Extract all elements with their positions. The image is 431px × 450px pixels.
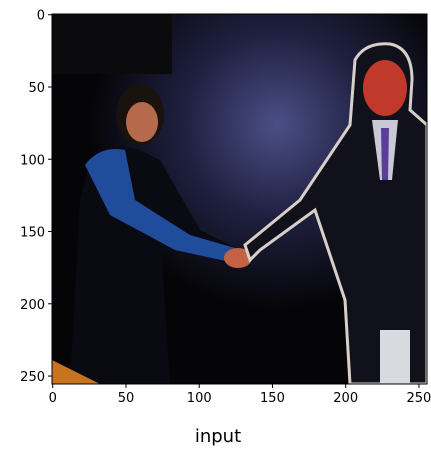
x-tick-label: 250 <box>407 391 431 406</box>
y-tick-label: 0 <box>37 9 45 24</box>
x-tick-label: 200 <box>333 391 358 406</box>
y-tick-label: 150 <box>20 226 45 241</box>
x-tick-label: 150 <box>260 391 285 406</box>
photo <box>52 14 427 384</box>
x-tick-label: 0 <box>49 391 57 406</box>
figure: input 0 50 100 150 200 250 0 50 100 150 200 250 <box>0 0 431 450</box>
x-tick-label: 100 <box>187 391 212 406</box>
y-tick-label: 200 <box>20 298 45 313</box>
y-tick-label: 250 <box>20 370 45 385</box>
y-tick-label: 50 <box>28 81 45 96</box>
x-label: input <box>195 426 241 447</box>
x-tick-label: 50 <box>118 391 135 406</box>
y-tick-label: 100 <box>20 153 45 168</box>
